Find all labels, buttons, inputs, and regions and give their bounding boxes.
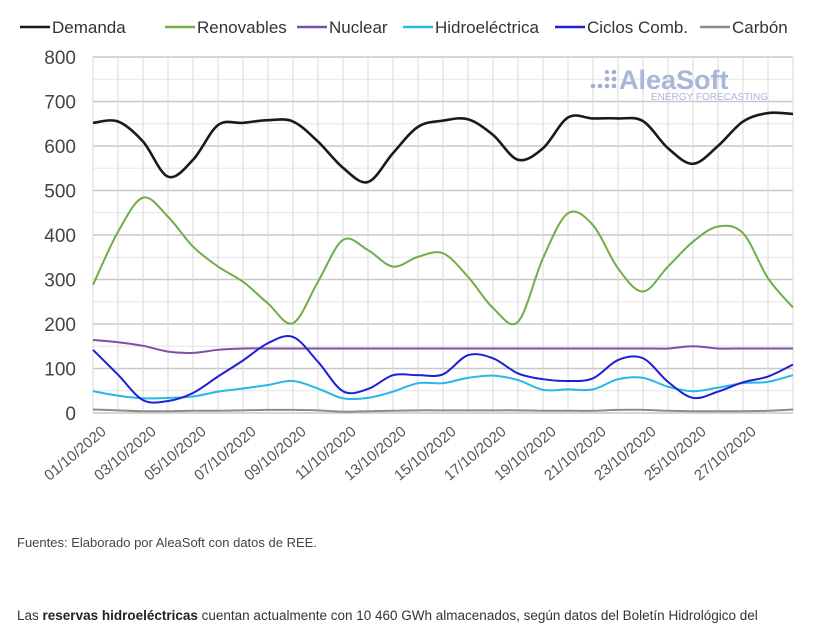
paragraph-post: cuentan actualmente con 10 460 GWh almac…	[197, 608, 758, 623]
y-tick-label: 600	[44, 137, 76, 158]
legend-label: Renovables	[197, 18, 287, 37]
y-axis: 0 100 200 300 400 500 600 700 800	[44, 48, 76, 425]
x-axis: 01/10/202003/10/202005/10/202007/10/2020…	[41, 423, 759, 484]
legend-label: Hidroeléctrica	[435, 18, 539, 37]
y-tick-label: 100	[44, 360, 76, 381]
logo-name: AleaSoft	[619, 65, 729, 95]
legend-item: Hidroeléctrica	[403, 18, 539, 37]
series-line-demanda	[92, 111, 794, 184]
legend-item: Nuclear	[297, 18, 388, 37]
generation-chart: 0 100 200 300 400 500 600 700 800 01/10/202003/1…	[20, 18, 794, 484]
legend-label: Carbón	[732, 18, 788, 37]
chart-grid	[92, 56, 794, 414]
legend-item: Ciclos Comb.	[555, 18, 688, 37]
legend-item: Demanda	[20, 18, 126, 37]
y-tick-label: 400	[44, 226, 76, 247]
logo-dots-icon	[590, 69, 617, 89]
paragraph-bold: reservas hidroeléctricas	[42, 608, 198, 623]
source-note: Fuentes: Elaborado por AleaSoft con dato…	[17, 535, 317, 550]
logo-tagline: ENERGY FORECASTING	[651, 92, 768, 103]
legend-label: Demanda	[52, 18, 126, 37]
paragraph-pre: Las	[17, 608, 43, 623]
series-line-renovables	[92, 196, 794, 326]
y-tick-label: 300	[44, 271, 76, 292]
y-tick-label: 700	[44, 93, 76, 114]
series-line-nuclear	[92, 339, 793, 355]
series-line-carb-n	[92, 408, 794, 413]
legend-item: Renovables	[165, 18, 287, 37]
aleasoft-logo: AleaSoft ENERGY FORECASTING	[590, 65, 768, 103]
series-lines	[92, 111, 794, 413]
y-tick-label: 500	[44, 182, 76, 203]
y-tick-label: 0	[65, 404, 76, 425]
y-tick-label: 200	[44, 315, 76, 336]
body-paragraph: Las reservas hidroeléctricas cuentan act…	[17, 608, 758, 623]
series-line-ciclos-comb	[92, 335, 794, 404]
legend-item: Carbón	[700, 18, 788, 37]
legend-label: Nuclear	[329, 18, 388, 37]
chart-legend: Demanda Renovables Nuclear Hidroeléctrica Ci…	[20, 18, 788, 37]
legend-label: Ciclos Comb.	[587, 18, 688, 37]
y-tick-label: 800	[44, 48, 76, 69]
